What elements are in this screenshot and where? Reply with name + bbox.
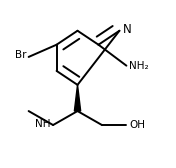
Text: NH: NH [35, 119, 51, 129]
Polygon shape [74, 85, 81, 111]
Text: OH: OH [129, 120, 145, 130]
Text: Br: Br [14, 50, 26, 60]
Text: N: N [123, 23, 132, 36]
Text: NH₂: NH₂ [129, 61, 149, 71]
